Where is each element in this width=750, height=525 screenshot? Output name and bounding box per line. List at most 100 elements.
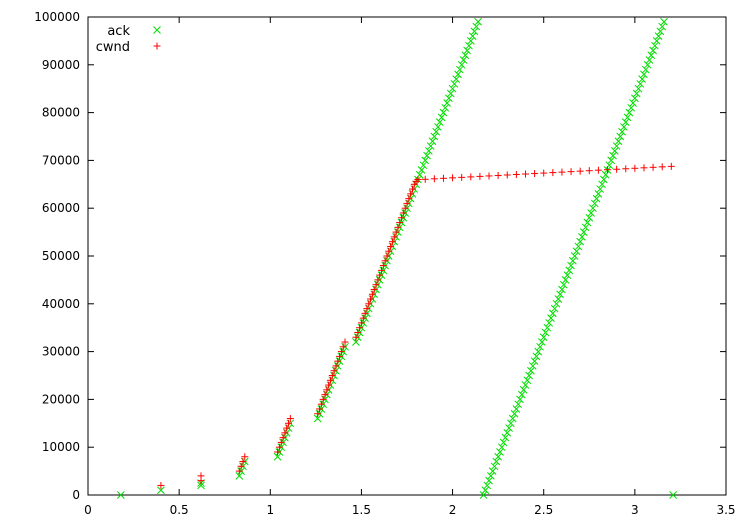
ack-point bbox=[497, 443, 506, 452]
ack-point bbox=[647, 51, 656, 60]
cwnd-point bbox=[622, 165, 630, 173]
cwnd-point bbox=[549, 169, 557, 177]
cwnd-point bbox=[604, 166, 612, 174]
legend-marker-cwnd bbox=[153, 42, 161, 50]
ack-point bbox=[486, 472, 495, 480]
ack-point bbox=[457, 60, 466, 69]
cwnd-point bbox=[286, 415, 294, 423]
cwnd-point bbox=[385, 247, 393, 255]
ack-point bbox=[448, 84, 457, 93]
ack-point bbox=[594, 190, 603, 198]
ack-point bbox=[439, 108, 448, 117]
ack-point bbox=[634, 84, 643, 93]
y-axis: 0 10000 20000 30000 40000 50000 60000 70000 8000… bbox=[34, 10, 726, 502]
cwnd-point bbox=[394, 223, 402, 231]
ack-point bbox=[536, 342, 544, 351]
ack-point bbox=[565, 266, 574, 275]
cwnd-point bbox=[467, 173, 475, 181]
x-tick-label: 2 bbox=[449, 503, 457, 517]
ack-point bbox=[512, 405, 521, 413]
ack-point bbox=[578, 233, 586, 241]
ack-point bbox=[548, 309, 557, 318]
ack-point bbox=[450, 80, 459, 88]
ack-point bbox=[490, 462, 499, 471]
ack-point bbox=[541, 328, 550, 337]
x-tick-label: 0 bbox=[84, 503, 92, 517]
ack-point bbox=[472, 22, 481, 31]
cwnd-point bbox=[323, 386, 331, 394]
cwnd-point bbox=[387, 242, 395, 250]
cwnd-point bbox=[392, 228, 400, 236]
cwnd-point bbox=[330, 367, 338, 375]
cwnd-point bbox=[640, 164, 648, 172]
cwnd-point bbox=[414, 176, 422, 184]
cwnd-point bbox=[239, 458, 247, 466]
cwnd-point bbox=[367, 295, 375, 303]
ack-point bbox=[421, 156, 430, 165]
legend: ack cwnd bbox=[96, 24, 161, 55]
cwnd-point bbox=[359, 314, 367, 322]
cwnd-point bbox=[390, 233, 398, 241]
x-tick-label: 3 bbox=[631, 503, 639, 517]
ack-point bbox=[539, 333, 548, 342]
ack-point bbox=[614, 137, 623, 146]
cwnd-point bbox=[357, 319, 365, 327]
cwnd-point bbox=[401, 204, 409, 212]
ack-point bbox=[660, 17, 668, 26]
cwnd-point bbox=[649, 163, 657, 171]
cwnd-point bbox=[332, 362, 340, 370]
ack-point bbox=[503, 429, 512, 437]
legend-label-ack: ack bbox=[107, 24, 130, 39]
cwnd-point bbox=[398, 214, 406, 222]
ack-point bbox=[352, 338, 360, 346]
ack-point bbox=[517, 390, 526, 399]
cwnd-point bbox=[449, 174, 457, 182]
ack-point bbox=[643, 60, 652, 69]
ack-point bbox=[636, 80, 645, 88]
ack-point bbox=[640, 70, 648, 79]
cwnd-point bbox=[361, 309, 369, 317]
ack-point bbox=[600, 175, 608, 184]
x-axis: 0 0.5 1 1.5 2 2.5 3 3.5 bbox=[84, 17, 736, 517]
cwnd-point bbox=[281, 429, 289, 437]
ack-point bbox=[488, 467, 497, 475]
ack-point bbox=[505, 424, 513, 432]
ack-point bbox=[499, 438, 508, 447]
ack-point bbox=[313, 414, 322, 423]
ack-point bbox=[585, 213, 594, 222]
cwnd-point bbox=[658, 163, 666, 171]
y-tick-label: 30000 bbox=[42, 345, 80, 359]
ack-point bbox=[527, 366, 535, 375]
ack-point bbox=[627, 103, 636, 112]
ack-point bbox=[519, 385, 528, 394]
ack-point bbox=[543, 323, 552, 332]
cwnd-point bbox=[399, 209, 407, 217]
ack-point bbox=[465, 41, 473, 50]
cwnd-point bbox=[157, 481, 165, 489]
legend-marker-ack bbox=[153, 26, 161, 34]
plot-frame bbox=[87, 16, 727, 496]
series-layer bbox=[116, 17, 677, 499]
cwnd-point bbox=[277, 438, 285, 446]
y-tick-label: 100000 bbox=[34, 10, 80, 24]
ack-point bbox=[592, 194, 601, 203]
cwnd-point bbox=[376, 271, 384, 279]
ack-point bbox=[528, 362, 537, 370]
ack-point bbox=[618, 127, 626, 136]
cwnd-point bbox=[631, 164, 639, 172]
ack-point bbox=[556, 290, 564, 299]
ack-point bbox=[523, 376, 532, 385]
ack-point bbox=[649, 46, 657, 55]
cwnd-point bbox=[283, 424, 291, 432]
legend-label-cwnd: cwnd bbox=[96, 40, 130, 55]
y-tick-label: 90000 bbox=[42, 58, 80, 72]
legend-marker-x bbox=[153, 26, 161, 34]
ack-point bbox=[589, 204, 597, 213]
ack-point bbox=[656, 27, 665, 36]
cwnd-point bbox=[408, 185, 416, 193]
cwnd-point bbox=[235, 467, 243, 475]
ack-point bbox=[463, 46, 472, 55]
ack-point bbox=[645, 56, 654, 64]
ack-point bbox=[443, 99, 451, 107]
